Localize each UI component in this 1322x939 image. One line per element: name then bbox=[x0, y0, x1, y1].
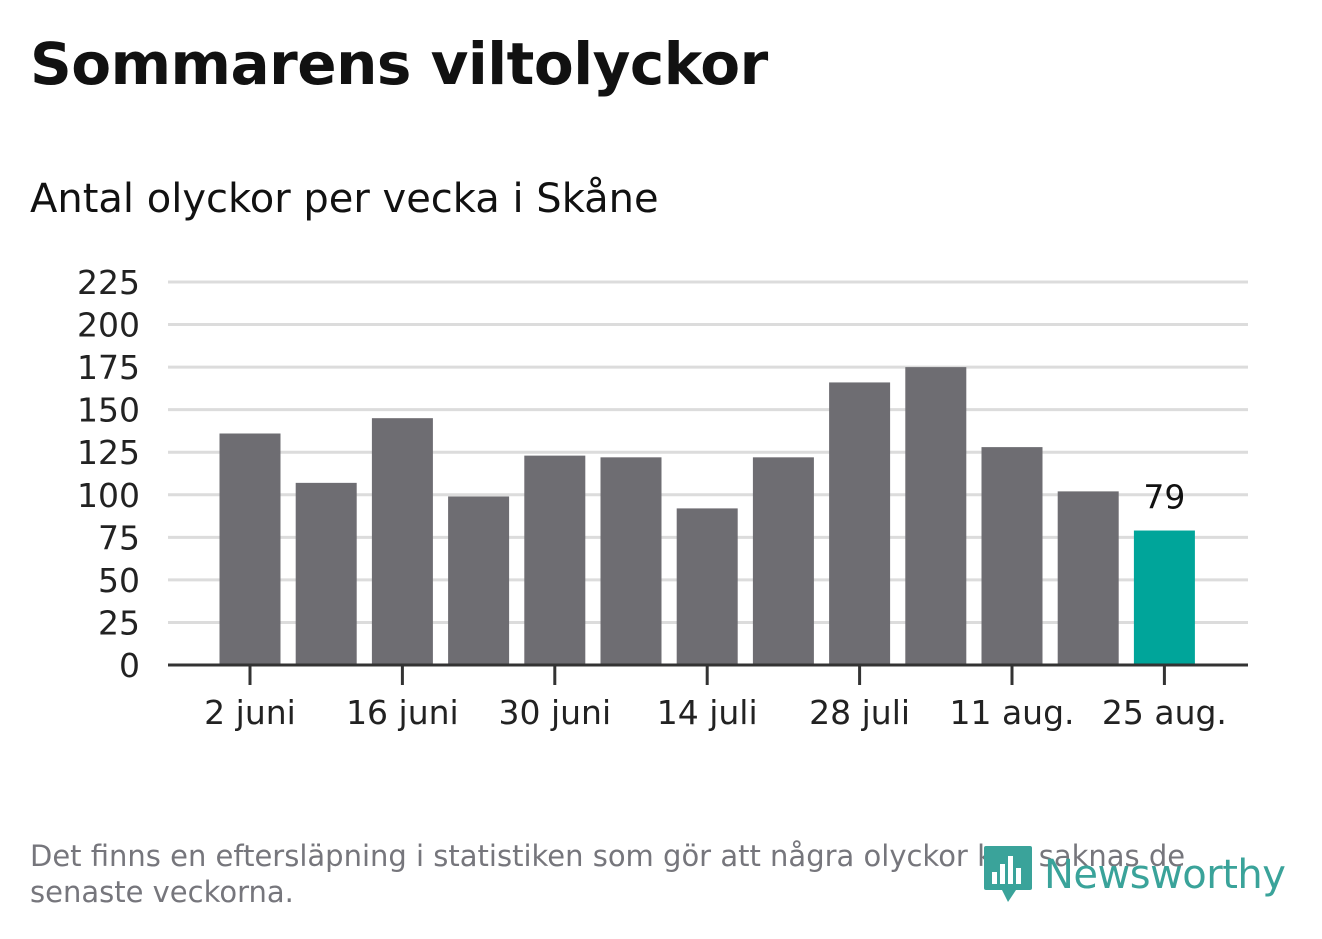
y-tick-label: 225 bbox=[77, 263, 140, 302]
bar bbox=[1133, 530, 1195, 665]
x-tick-label: 2 juni bbox=[204, 693, 296, 732]
bar bbox=[219, 433, 281, 665]
bar bbox=[371, 418, 433, 665]
bar bbox=[829, 382, 891, 665]
logo-text: Newsworthy bbox=[1044, 852, 1286, 898]
y-tick-label: 50 bbox=[98, 561, 140, 600]
bar bbox=[676, 508, 738, 665]
x-tick-label: 11 aug. bbox=[949, 693, 1074, 732]
y-tick-label: 100 bbox=[77, 476, 140, 515]
newsworthy-logo: Newsworthy bbox=[980, 842, 1286, 908]
y-tick-label: 0 bbox=[119, 646, 140, 685]
x-tick-label: 30 juni bbox=[498, 693, 611, 732]
bar bbox=[981, 447, 1043, 665]
bar bbox=[295, 482, 357, 665]
y-tick-label: 200 bbox=[77, 306, 140, 345]
chart-title: Sommarens viltolyckor bbox=[30, 30, 768, 98]
bar bbox=[752, 457, 814, 665]
bar bbox=[1057, 491, 1119, 665]
bar bbox=[600, 457, 662, 665]
y-tick-label: 175 bbox=[77, 348, 140, 387]
y-tick-label: 125 bbox=[77, 433, 140, 472]
chart-subtitle: Antal olyckor per vecka i Skåne bbox=[30, 176, 659, 222]
newsworthy-logo-icon bbox=[984, 846, 1032, 902]
y-tick-label: 150 bbox=[77, 391, 140, 430]
x-tick-label: 28 juli bbox=[809, 693, 910, 732]
bar bbox=[524, 455, 586, 665]
bar bbox=[905, 367, 967, 665]
bar bbox=[448, 496, 510, 665]
x-tick-label: 25 aug. bbox=[1102, 693, 1227, 732]
x-tick-label: 14 juli bbox=[657, 693, 758, 732]
y-tick-label: 75 bbox=[98, 518, 140, 557]
x-tick-label: 16 juni bbox=[346, 693, 459, 732]
data-label: 79 bbox=[1143, 478, 1185, 517]
y-tick-label: 25 bbox=[98, 603, 140, 642]
